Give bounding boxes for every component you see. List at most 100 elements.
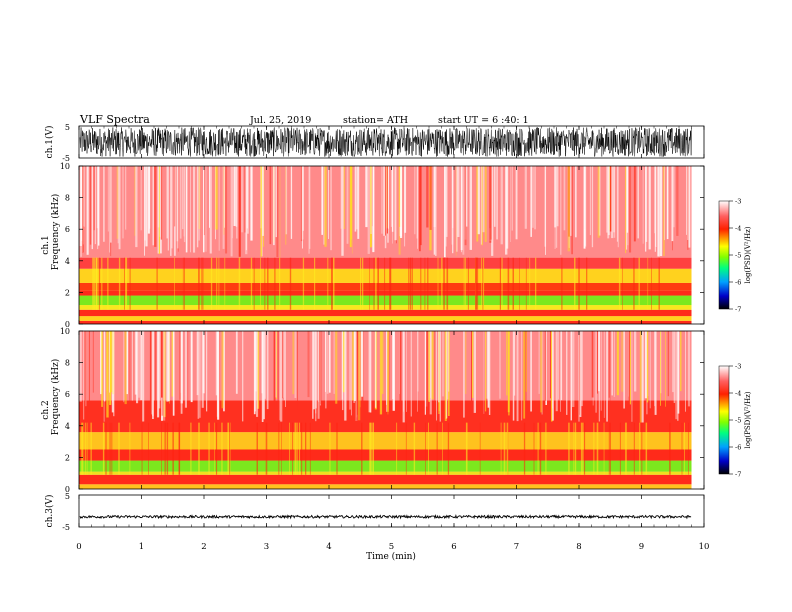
spectrogram-streak [475, 257, 477, 310]
spectrogram-streak [609, 331, 611, 409]
spectrogram-streak [403, 331, 405, 412]
spectrogram-streak [201, 331, 204, 408]
colorbar-tick-label: -4 [735, 390, 741, 398]
spectrogram-streak [112, 331, 113, 403]
spectrogram-streak [555, 331, 558, 412]
spectrogram-streak [246, 166, 248, 229]
spectrogram-streak [519, 257, 520, 310]
spectrogram-streak [485, 331, 487, 414]
spectrogram-streak [464, 166, 467, 246]
spectrogram-streak [443, 257, 445, 310]
spectrogram-streak [126, 257, 128, 310]
spectrogram-streak [161, 331, 164, 416]
spectrogram-streak [154, 331, 157, 420]
spectrogram-streak [193, 166, 196, 253]
spectrogram-streak [489, 166, 491, 242]
spectrogram-streak [340, 166, 342, 229]
spectrogram-streak [354, 166, 357, 232]
spectrogram-streak [161, 331, 163, 398]
spectrogram-streak [571, 166, 573, 255]
spectrogram-streak [654, 166, 656, 252]
spectrogram-streak [323, 166, 325, 245]
spectrogram-streak [164, 422, 166, 475]
spectrogram-streak [289, 422, 290, 475]
spectrogram-streak [242, 331, 244, 422]
spectrogram-streak [333, 331, 335, 394]
ch2-colorbar-gradient [718, 365, 730, 475]
spectrogram-streak [238, 166, 241, 257]
spectrogram-streak [285, 166, 287, 245]
colorbar-tick-label: -7 [735, 471, 741, 479]
spectrogram-streak [655, 166, 657, 247]
spectrogram-streak [506, 331, 508, 396]
spectrogram-streak [515, 166, 518, 240]
spectrogram-streak [315, 331, 317, 414]
spectrogram-streak [190, 331, 193, 403]
spectrogram-streak [469, 166, 472, 250]
spectrogram-streak [300, 166, 303, 242]
spectrogram-streak [297, 331, 298, 411]
spectrogram-streak [383, 166, 386, 236]
spectrogram-streak [375, 257, 377, 310]
spectrogram-streak [439, 331, 441, 422]
spectrogram-streak [177, 166, 179, 249]
spectrogram-streak [214, 422, 215, 475]
spectrogram-streak [179, 331, 182, 400]
spectrogram-streak [521, 331, 523, 421]
spectrogram-streak [688, 166, 691, 248]
spectrogram-band [79, 460, 692, 472]
spectrogram-streak [568, 422, 570, 475]
spectrogram-streak [593, 422, 595, 475]
spectrogram-streak [250, 166, 253, 241]
spectrogram-streak [538, 331, 540, 394]
spectrogram-band [79, 449, 692, 461]
spectrogram-streak [625, 166, 627, 254]
spectrogram-streak [496, 166, 498, 240]
spectrogram-streak [558, 331, 559, 400]
spectrogram-streak [646, 331, 649, 403]
spectrogram-streak [671, 166, 674, 242]
spectrogram-streak [357, 166, 360, 239]
ytick-label: 0 [65, 485, 70, 494]
spectrogram-streak [379, 331, 383, 415]
spectrogram-streak [138, 331, 140, 398]
spectrogram-streak [370, 166, 372, 234]
spectrogram-streak [389, 257, 391, 310]
spectrogram-streak [172, 422, 174, 475]
spectrogram-streak [609, 166, 612, 232]
spectrogram-streak [614, 166, 616, 238]
spectrogram-streak [482, 257, 485, 310]
spectrogram-streak [429, 166, 432, 230]
spectrogram-band [79, 320, 692, 324]
spectrogram-streak [637, 166, 639, 239]
spectrogram-streak [369, 422, 371, 475]
spectrogram-streak [673, 331, 676, 403]
spectrogram-streak [427, 257, 429, 310]
spectrogram-streak [676, 166, 679, 236]
spectrogram-streak [420, 257, 422, 310]
spectrogram-streak [664, 166, 665, 241]
spectrogram-streak [292, 331, 295, 395]
spectrogram-streak [460, 166, 463, 251]
spectrogram-streak [647, 257, 649, 310]
ch3-waveform-line [79, 513, 692, 520]
spectrogram-band [79, 474, 692, 485]
ch1-spectrogram-yticks: 0 2 4 6 8 10 [60, 162, 704, 329]
spectrogram-streak [476, 166, 479, 242]
spectrogram-streak [426, 166, 429, 228]
spectrogram-streak [285, 331, 286, 407]
spectrogram-streak [217, 331, 220, 420]
spectrogram-streak [302, 166, 303, 249]
spectrogram-streak [618, 257, 621, 310]
spectrogram-streak [386, 166, 388, 228]
ch2-spectrogram-yticks: 0 2 4 6 8 10 [60, 327, 704, 494]
spectrogram-streak [648, 166, 651, 250]
spectrogram-streak [281, 422, 282, 475]
spectrogram-streak [79, 166, 82, 246]
spectrogram-streak [686, 166, 689, 235]
spectrogram-streak [429, 331, 432, 415]
spectrogram-streak [171, 331, 174, 397]
spectrogram-streak [343, 166, 345, 229]
ch2-spectrogram-panel: 0 2 4 6 8 10 ch.2 Frequency (kHz) -3 -4 -5 -6 -7 … [41, 327, 752, 494]
